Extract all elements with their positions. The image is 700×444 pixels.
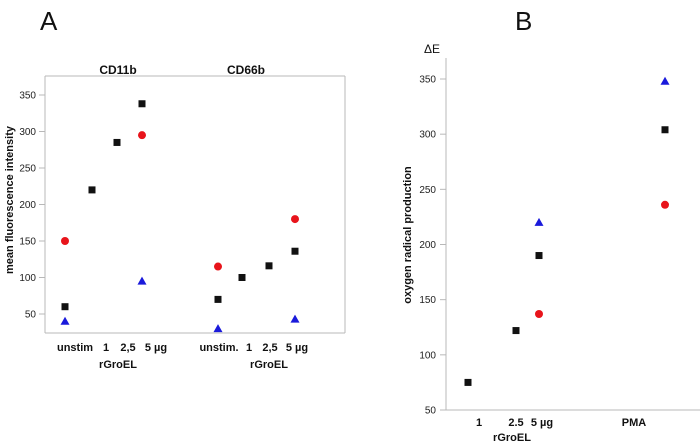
- panel-a-y-tick-label: 250: [19, 164, 36, 175]
- panel-a-letter: A: [40, 6, 58, 36]
- cd11b-cat-2-5: 2,5: [120, 342, 135, 354]
- panel-a-point: [138, 100, 146, 108]
- cd11b-cat-5ug: 5 µg: [145, 342, 167, 354]
- cd66b-cat-unstim: unstim.: [199, 342, 238, 354]
- panel-b-point: [535, 252, 543, 260]
- panel-b-point: [512, 327, 520, 335]
- cd11b-xlabel: rGroEL: [99, 359, 137, 371]
- panel-b-point: [661, 126, 669, 134]
- panel-b-y-tick-label: 50: [425, 406, 437, 417]
- panel-b-point: [661, 200, 669, 209]
- panel-a-point: [61, 303, 69, 311]
- panel-a-point: [137, 276, 147, 285]
- panel-b-letter: B: [515, 6, 532, 36]
- panel-a-y-tick-label: 50: [25, 310, 37, 321]
- panel-b-point: [535, 310, 543, 319]
- panel-b-point: [534, 217, 544, 226]
- panel-b-y-tick-label: 300: [419, 130, 436, 141]
- cd11b-title: CD11b: [99, 63, 136, 77]
- panel-a-point: [88, 186, 96, 194]
- panel-a-point: [238, 274, 246, 281]
- panel-a-y-tick-label: 150: [19, 237, 36, 248]
- cd66b-cat-2-5: 2,5: [262, 342, 277, 354]
- panel-a-point: [60, 316, 70, 325]
- panel-a-y-axis-label: mean fluorescence intensity: [4, 125, 16, 274]
- panel-a-y-tick-label: 100: [19, 273, 36, 284]
- panel-b-y-tick-label: 250: [419, 185, 436, 196]
- panel-a-point: [214, 262, 222, 271]
- panel-b-y-tick-label: 350: [419, 75, 436, 86]
- cd11b-cat-unstim: unstim: [57, 342, 93, 354]
- panel-a-point: [290, 314, 300, 323]
- cd66b-title: CD66b: [227, 63, 265, 77]
- panel-a-point: [291, 247, 299, 255]
- cd66b-cat-5ug: 5 µg: [286, 342, 308, 354]
- panel-a-y-tick-label: 350: [19, 91, 36, 102]
- panel-a-point: [265, 262, 273, 270]
- panel-b-y-tick-label: 200: [419, 240, 436, 251]
- panel-a-y-tick-label: 200: [19, 200, 36, 211]
- panel-b-cat-pma: PMA: [622, 417, 647, 429]
- panel-b-cat-2-5: 2.5: [508, 417, 523, 429]
- panel-a-point: [214, 295, 222, 303]
- panel-b-cat-1: 1: [476, 417, 482, 429]
- panel-b-cat-5ug: 5 µg: [531, 417, 553, 429]
- panel-a-point: [61, 237, 69, 245]
- panel-b-unit-label: ΔE: [424, 42, 440, 56]
- cd11b-cat-1: 1: [103, 342, 109, 354]
- panel-a-y-tick-label: 300: [19, 127, 36, 138]
- panel-a-point: [291, 215, 299, 224]
- panel-b-point: [464, 378, 472, 386]
- panel-b-y-axis-label: oxygen radical production: [402, 166, 414, 304]
- panel-a-point: [213, 324, 223, 333]
- panel-b-point: [660, 76, 670, 85]
- panel-b-y-tick-label: 150: [419, 295, 436, 306]
- cd66b-xlabel: rGroEL: [250, 359, 288, 371]
- panel-a-point: [113, 138, 121, 146]
- panel-a-chart: mean fluorescence intensity CD11b CD66b …: [4, 63, 346, 371]
- panel-b-y-tick-label: 100: [419, 350, 436, 361]
- panel-b-xlabel: rGroEL: [493, 432, 531, 444]
- cd66b-cat-1: 1: [246, 342, 252, 354]
- panel-a-point: [138, 131, 146, 140]
- panel-b-chart: ΔE oxygen radical production 1 2.5 5 µg …: [402, 42, 700, 444]
